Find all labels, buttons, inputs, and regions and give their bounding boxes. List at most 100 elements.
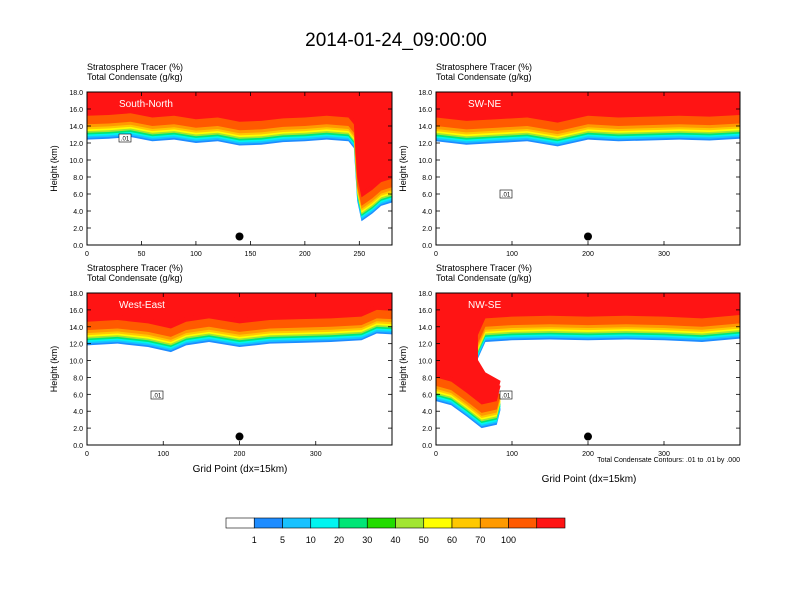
tracer-core [87,92,392,193]
colorbar-swatch [225,517,255,529]
colorbar-swatch [338,517,368,529]
panel-title: South-North [119,99,173,110]
y-tick-label: 8.0 [73,375,83,382]
panel-header-condensate: Total Condensate (g/kg) [436,72,532,82]
y-tick-label: 4.0 [73,209,83,216]
y-tick-label: 14.0 [418,325,432,332]
colorbar-swatch [310,517,340,529]
x-tick-label: 100 [190,251,202,258]
y-tick-label: 14.0 [69,124,83,131]
y-tick-label: 4.0 [73,409,83,416]
y-tick-label: 12.0 [69,342,83,349]
y-tick-label: 6.0 [422,392,432,399]
y-tick-label: 16.0 [418,308,432,315]
y-tick-label: 18.0 [418,90,432,97]
y-tick-label: 0.0 [422,243,432,250]
y-tick-label: 6.0 [73,192,83,199]
x-tick-label: 100 [506,251,518,258]
colorbar-label: 20 [334,535,344,545]
x-tick-label: 0 [434,251,438,258]
y-tick-label: 8.0 [422,375,432,382]
colorbar-label: 30 [362,535,372,545]
y-tick-label: 12.0 [418,141,432,148]
colorbar-swatch [536,517,566,529]
x-tick-label: 0 [85,451,89,458]
tracer-core [436,293,740,400]
colorbar-swatch [423,517,453,529]
y-tick-label: 16.0 [418,107,432,114]
panel-header-condensate: Total Condensate (g/kg) [436,273,532,283]
x-tick-label: 200 [582,251,594,258]
y-tick-label: 0.0 [73,243,83,250]
plot-frame [86,91,393,246]
contour-label-box [150,390,164,400]
x-tick-label: 300 [658,251,670,258]
y-tick-label: 2.0 [422,226,432,233]
contour-label: .01 [502,394,511,400]
colorbar-swatch [451,517,481,529]
tracer-field [87,293,392,353]
tracer-field [436,293,740,429]
x-tick-label: 200 [234,451,246,458]
y-tick-label: 14.0 [418,124,432,131]
y-tick-label: 10.0 [69,359,83,366]
colorbar-label: 5 [280,535,285,545]
y-tick-label: 18.0 [69,291,83,298]
tracer-core [87,293,392,324]
panel-title: NW-SE [468,300,501,311]
figure-title: 2014-01-24_09:00:00 [305,30,487,51]
y-tick-label: 16.0 [69,308,83,315]
x-axis-label: Grid Point (dx=15km) [193,464,288,475]
location-marker [584,232,592,241]
y-tick-label: 0.0 [73,443,83,450]
x-tick-label: 0 [434,451,438,458]
colorbar-label: 60 [447,535,457,545]
y-axis-label: Height (km) [49,145,59,192]
x-tick-label: 50 [138,251,146,258]
x-tick-label: 300 [658,451,670,458]
x-tick-label: 300 [310,451,322,458]
y-tick-label: 10.0 [418,359,432,366]
colorbar-swatch [282,517,312,529]
colorbar-swatch [508,517,538,529]
colorbar-label: 1 [252,535,257,545]
colorbar-swatch [253,517,283,529]
y-axis-label: Height (km) [398,346,408,393]
contour-label-box [499,189,513,199]
location-marker [235,432,244,441]
y-tick-label: 10.0 [418,158,432,165]
x-tick-label: 250 [353,251,365,258]
y-tick-label: 18.0 [69,90,83,97]
panel-header-condensate: Total Condensate (g/kg) [87,72,183,82]
x-tick-label: 200 [299,251,311,258]
y-tick-label: 2.0 [73,226,83,233]
y-tick-label: 8.0 [73,175,83,182]
y-tick-label: 12.0 [69,141,83,148]
colorbar-swatch [395,517,425,529]
y-tick-label: 8.0 [422,175,432,182]
y-tick-label: 18.0 [418,291,432,298]
y-tick-label: 2.0 [73,426,83,433]
tracer-band [436,293,740,413]
tracer-field [87,92,392,222]
tracer-field [436,92,740,147]
location-marker [584,432,592,441]
panel-title: West-East [119,300,165,311]
y-tick-label: 2.0 [422,426,432,433]
contour-label-box [499,390,513,400]
panel-header-tracer: Stratosphere Tracer (%) [436,62,532,72]
panel-nw-se: Stratosphere Tracer (%)Total Condensate … [398,263,741,458]
tracer-band [87,92,392,206]
y-axis-label: Height (km) [49,346,59,393]
location-marker [235,232,244,241]
colorbar-swatch [366,517,396,529]
panel-sw-ne: Stratosphere Tracer (%)Total Condensate … [398,62,741,258]
contour-label-box [118,133,132,143]
y-tick-label: 10.0 [69,158,83,165]
x-axis-label: Grid Point (dx=15km) [542,474,637,485]
panel-header-tracer: Stratosphere Tracer (%) [87,263,183,273]
colorbar-label: 40 [390,535,400,545]
colorbar-label: 50 [419,535,429,545]
panel-south-north: Stratosphere Tracer (%)Total Condensate … [49,62,393,258]
